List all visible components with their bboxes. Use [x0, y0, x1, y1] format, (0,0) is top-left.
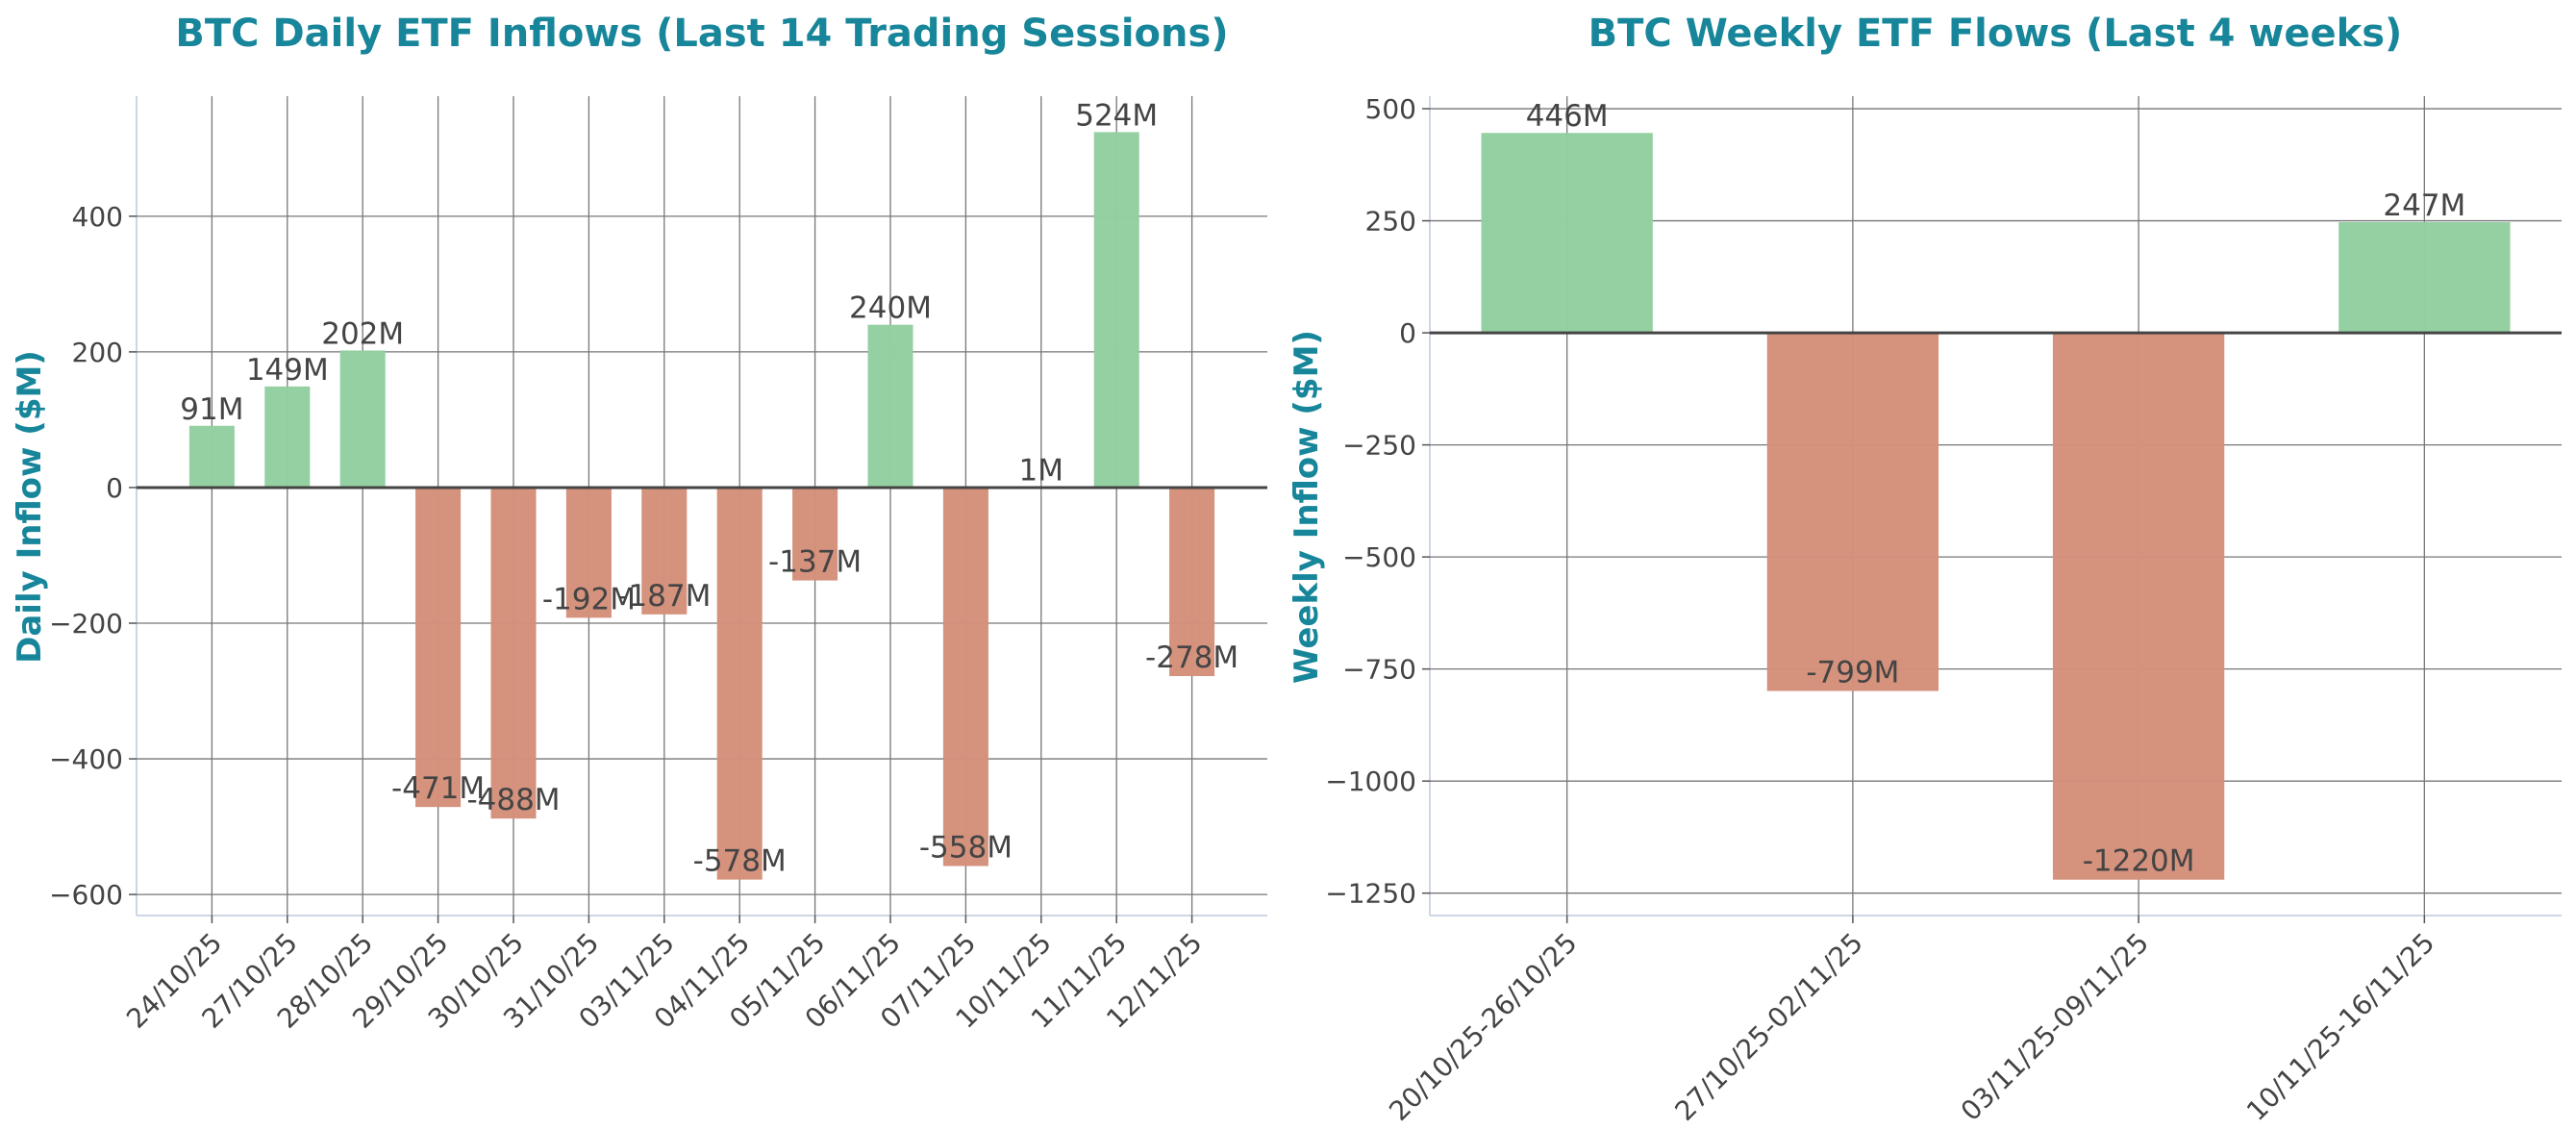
y-tick-label: −600	[49, 879, 123, 911]
bar-outflow	[565, 487, 612, 618]
data-label: -471M	[391, 771, 485, 806]
y-axis-label-weekly: Weekly Inflow ($M)	[1288, 330, 1326, 684]
y-tick-label: −750	[1342, 654, 1416, 686]
data-label: 240M	[849, 291, 932, 326]
data-label: -1220M	[2083, 844, 2195, 879]
x-tick-label: 03/11/25-09/11/25	[1955, 927, 2155, 1127]
y-tick-label: 500	[1365, 93, 1416, 125]
data-label: -488M	[466, 783, 560, 817]
y-tick-label: 0	[106, 472, 123, 504]
bar-inflow	[339, 350, 386, 488]
y-tick-label: −200	[49, 608, 123, 640]
data-label: 91M	[180, 392, 243, 427]
data-label: -799M	[1806, 655, 1899, 690]
data-label: -187M	[617, 579, 711, 614]
weekly-chart: −1250 −1000 −750 −500 −250 0 250 500 20/10/25-26…	[1325, 93, 2562, 1127]
bar-inflow	[2338, 221, 2511, 334]
bar-outflow	[1169, 487, 1215, 677]
data-label: -278M	[1145, 640, 1238, 675]
bar-outflow	[415, 487, 462, 808]
bar-outflow	[2052, 333, 2225, 880]
bar-inflow	[188, 425, 235, 488]
bar-outflow	[490, 487, 537, 819]
daily-chart: −600−400−200020040024/10/2527/10/2528/10…	[49, 96, 1267, 1035]
y-tick-label: 0	[1399, 317, 1416, 349]
x-tick-label: 10/11/25-16/11/25	[2240, 927, 2440, 1127]
y-tick-label: −400	[49, 743, 123, 775]
bar-outflow	[792, 487, 838, 581]
data-label: 247M	[2383, 188, 2465, 223]
y-tick-label: 200	[72, 337, 123, 368]
data-label: -137M	[768, 545, 862, 580]
data-label: 1M	[1019, 453, 1063, 488]
bar-inflow	[264, 386, 311, 488]
y-tick-label: −1000	[1325, 766, 1416, 797]
bar-inflow	[1093, 132, 1139, 488]
y-tick-label: −500	[1342, 541, 1416, 573]
bar-inflow	[867, 324, 913, 488]
x-tick-label: 20/10/25-26/10/25	[1383, 927, 1583, 1127]
y-tick-label: −1250	[1325, 878, 1416, 910]
data-label: -192M	[542, 582, 636, 616]
bar-inflow	[1481, 133, 1653, 334]
data-label: 202M	[321, 316, 404, 351]
chart-title-daily: BTC Daily ETF Inflows (Last 14 Trading S…	[175, 12, 1228, 56]
y-axis-label-daily: Daily Inflow ($M)	[11, 350, 49, 664]
y-tick-label: −250	[1342, 430, 1416, 462]
x-tick-label: 27/10/25-02/11/25	[1669, 927, 1869, 1127]
bar-outflow	[641, 487, 688, 615]
bar-outflow	[942, 487, 988, 866]
bar-outflow	[716, 487, 763, 880]
chart-title-weekly: BTC Weekly ETF Flows (Last 4 weeks)	[1588, 12, 2403, 56]
data-label: 149M	[246, 353, 329, 388]
y-tick-label: 400	[72, 201, 123, 233]
data-label: -578M	[693, 844, 787, 879]
data-label: 446M	[1526, 99, 1609, 134]
y-tick-label: 250	[1365, 206, 1416, 238]
bar-outflow	[1766, 333, 1939, 691]
data-label: -558M	[919, 831, 1013, 866]
data-label: 524M	[1075, 98, 1158, 133]
